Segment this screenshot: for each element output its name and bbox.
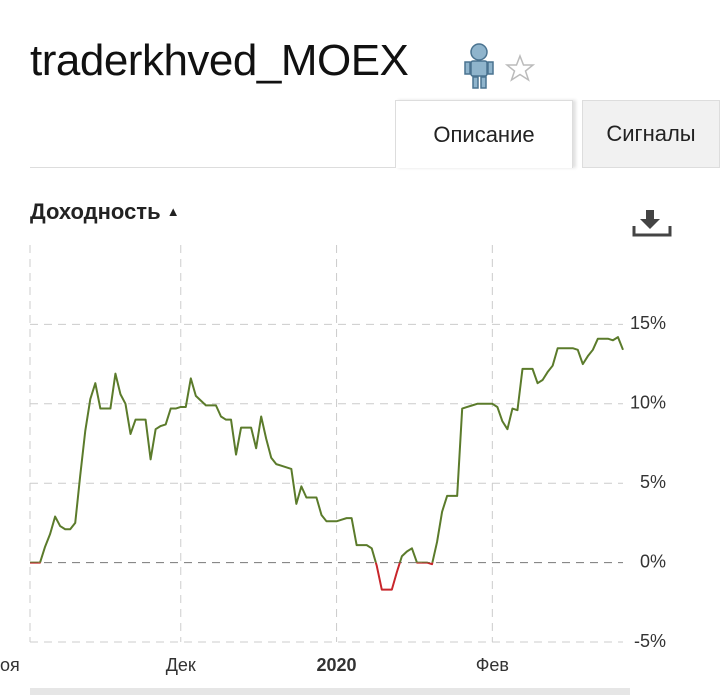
- bottom-bar: [30, 688, 630, 695]
- return-line: [30, 336, 624, 563]
- y-tick-label: 15%: [630, 313, 666, 333]
- y-tick-label: -5%: [634, 631, 666, 651]
- robot-icon: [464, 43, 494, 89]
- tab-signals[interactable]: Сигналы: [582, 100, 720, 168]
- x-tick-label: 2020: [317, 655, 357, 675]
- section-title[interactable]: Доходность ▲: [30, 199, 180, 225]
- icons: [464, 43, 536, 89]
- x-tick-label: оя: [0, 655, 20, 675]
- y-tick-label: 0%: [640, 551, 666, 571]
- y-tick-label: 10%: [630, 393, 666, 413]
- favorite-star[interactable]: [504, 53, 536, 82]
- download-icon[interactable]: [630, 208, 674, 238]
- y-tick-label: 5%: [640, 472, 666, 492]
- section-title-text: Доходность: [30, 199, 161, 224]
- tab-description[interactable]: Описание: [395, 100, 573, 168]
- x-tick-label: Фев: [476, 655, 509, 675]
- x-tick-label: Дек: [166, 655, 196, 675]
- strategy-title: traderkhved_MOEX: [30, 36, 409, 85]
- tab-line: [30, 167, 395, 168]
- sort-arrow: ▲: [166, 204, 180, 219]
